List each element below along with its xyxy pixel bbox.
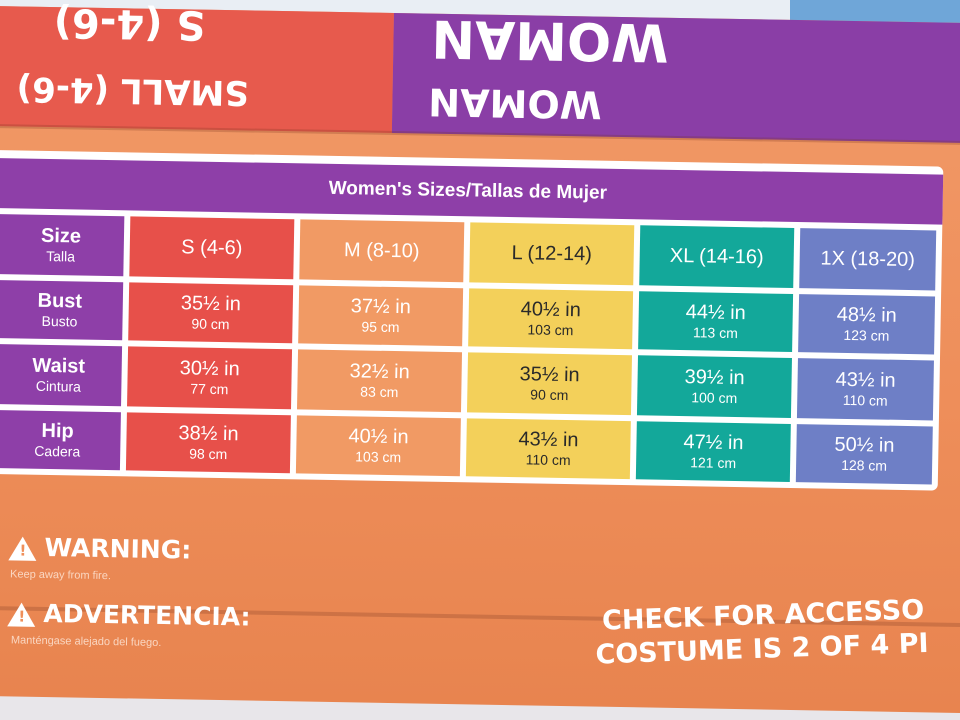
flap-purple-panel: WOMAN WOMAN <box>391 8 960 144</box>
table-cell: 38½ in 98 cm <box>125 412 291 474</box>
value-cm: 98 cm <box>189 445 228 463</box>
column-header-1x: 1X (18-20) <box>799 228 937 291</box>
size-label-es: Talla <box>46 247 76 265</box>
flap-woman-text-upper: WOMAN <box>430 7 670 72</box>
value-inches: 32½ in <box>349 360 410 384</box>
value-cm: 113 cm <box>692 324 738 342</box>
table-cell: 39½ in 100 cm <box>636 355 792 418</box>
table-cell: 40½ in 103 cm <box>468 288 634 350</box>
flap-size-text-upper: S (4-6) <box>53 0 206 48</box>
advertencia-text: Manténgase alejado del fuego. <box>10 634 162 650</box>
value-inches: 35½ in <box>180 292 242 316</box>
table-cell: 43½ in 110 cm <box>796 358 934 421</box>
flap-woman-text-lower: WOMAN <box>428 79 603 127</box>
advertencia-label: ADVERTENCIA: <box>43 598 251 632</box>
value-inches: 35½ in <box>519 363 580 387</box>
value-inches: 44½ in <box>685 301 746 325</box>
value-cm: 123 cm <box>843 326 890 344</box>
table-cell: 43½ in 110 cm <box>465 418 631 480</box>
value-cm: 95 cm <box>361 318 400 336</box>
value-inches: 30½ in <box>179 357 240 381</box>
value-cm: 103 cm <box>355 448 402 466</box>
size-header-cell: Size Talla <box>0 214 125 277</box>
table-cell: 44½ in 113 cm <box>638 291 794 352</box>
column-header-xl: XL (14-16) <box>639 225 795 288</box>
column-header-l: L (12-14) <box>469 222 635 286</box>
value-cm: 110 cm <box>842 391 888 409</box>
row-label-es: Cadera <box>34 442 81 460</box>
table-cell: 37½ in 95 cm <box>298 285 464 347</box>
value-inches: 38½ in <box>178 422 239 446</box>
column-header-m: M (8-10) <box>299 219 465 283</box>
value-cm: 90 cm <box>191 315 230 333</box>
value-inches: 40½ in <box>348 425 409 449</box>
value-cm: 83 cm <box>360 383 399 401</box>
warning-heading: WARNING: <box>8 532 192 565</box>
value-cm: 128 cm <box>841 456 888 474</box>
table-cell: 35½ in 90 cm <box>128 282 294 344</box>
table-cell: 50½ in 128 cm <box>795 424 933 485</box>
table-cell: 47½ in 121 cm <box>635 421 791 482</box>
flap-red-panel: S (4-6) SMALL (4-6) <box>0 0 394 133</box>
row-header-hip: Hip Cadera <box>0 410 121 471</box>
value-cm: 77 cm <box>190 380 229 398</box>
table-cell: 32½ in 83 cm <box>297 349 463 413</box>
column-header-label: S (4-6) <box>181 236 243 260</box>
column-header-label: L (12-14) <box>511 242 593 266</box>
table-cell: 40½ in 103 cm <box>295 415 461 477</box>
warning-text: Keep away from fire. <box>9 568 112 583</box>
table-cell: 35½ in 90 cm <box>466 352 633 416</box>
warning-triangle-icon <box>8 536 37 561</box>
value-inches: 40½ in <box>520 298 582 322</box>
size-chart-title: Women's Sizes/Tallas de Mujer <box>0 158 944 225</box>
value-inches: 43½ in <box>518 428 579 452</box>
row-label-en: Waist <box>32 354 86 378</box>
column-header-label: XL (14-16) <box>669 244 764 269</box>
column-header-label: 1X (18-20) <box>820 247 916 272</box>
value-inches: 43½ in <box>835 368 896 392</box>
row-header-bust: Bust Busto <box>0 280 124 341</box>
table-cell: 30½ in 77 cm <box>127 346 293 410</box>
value-cm: 90 cm <box>530 386 569 404</box>
advertencia-heading: ADVERTENCIA: <box>7 598 251 632</box>
size-label-en: Size <box>40 224 82 248</box>
row-label-en: Hip <box>41 419 74 443</box>
warning-label: WARNING: <box>44 532 192 565</box>
value-inches: 48½ in <box>836 303 897 327</box>
column-header-label: M (8-10) <box>343 239 420 263</box>
table-cell: 48½ in 123 cm <box>798 294 936 355</box>
value-cm: 121 cm <box>690 454 737 472</box>
value-cm: 103 cm <box>527 321 574 339</box>
value-cm: 110 cm <box>525 451 571 469</box>
column-header-s: S (4-6) <box>129 216 295 280</box>
size-chart-panel: Women's Sizes/Tallas de Mujer Size Talla… <box>0 150 944 491</box>
row-label-es: Cintura <box>35 377 82 395</box>
row-label-es: Busto <box>41 312 78 330</box>
value-inches: 47½ in <box>683 431 744 455</box>
value-inches: 39½ in <box>684 366 745 390</box>
value-inches: 50½ in <box>834 433 895 457</box>
flap-size-text-lower: SMALL (4-6) <box>16 68 250 113</box>
row-header-waist: Waist Cintura <box>0 344 123 407</box>
value-cm: 100 cm <box>691 389 738 407</box>
value-inches: 37½ in <box>350 295 412 319</box>
warning-triangle-icon <box>7 602 36 627</box>
row-label-en: Bust <box>37 289 83 313</box>
